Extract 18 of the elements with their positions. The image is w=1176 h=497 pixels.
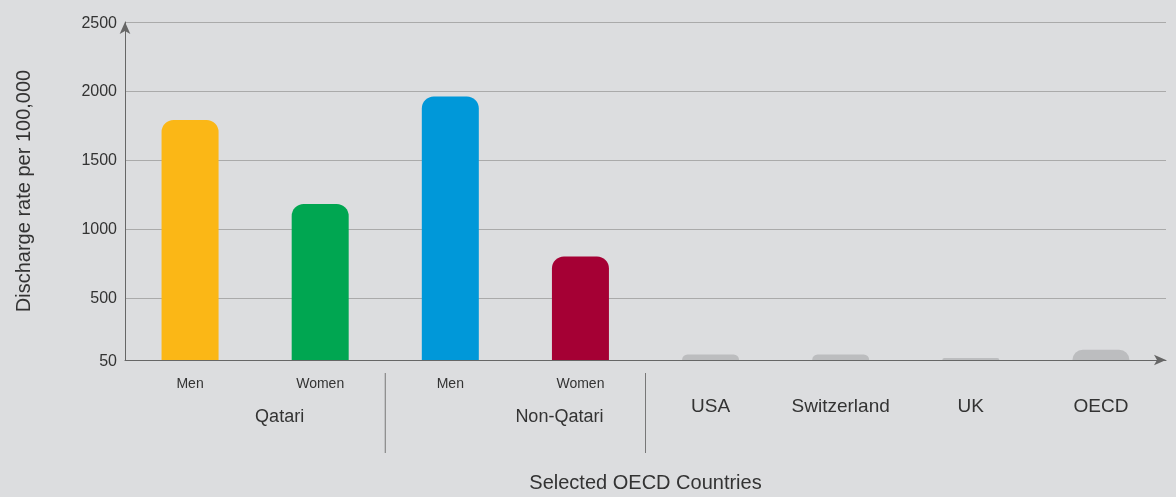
- y-tick-label: 2500: [81, 13, 118, 31]
- x-tick-label: USA: [691, 395, 731, 416]
- x-axis-title: Selected OECD Countries: [529, 471, 762, 493]
- y-tick-label: 50: [99, 351, 118, 369]
- x-tick-label: Women: [296, 375, 345, 391]
- x-tick-label: OECD: [1073, 395, 1129, 416]
- x-tick-label: Women: [556, 375, 605, 391]
- y-tick-label: 500: [90, 289, 118, 307]
- text: Qatari: [255, 406, 305, 426]
- y-tick-label: 1500: [81, 151, 118, 169]
- x-tick-label: Switzerland: [791, 395, 890, 416]
- y-tick-label: 1000: [81, 220, 118, 238]
- x-tick-label: Men: [176, 375, 204, 391]
- text: Non-Qatari: [515, 406, 604, 426]
- y-tick-label: 2000: [81, 82, 118, 100]
- x-tick-label: UK: [957, 395, 985, 416]
- y-axis-title: Discharge rate per 100,000: [12, 69, 34, 313]
- x-tick-label: Men: [436, 375, 464, 391]
